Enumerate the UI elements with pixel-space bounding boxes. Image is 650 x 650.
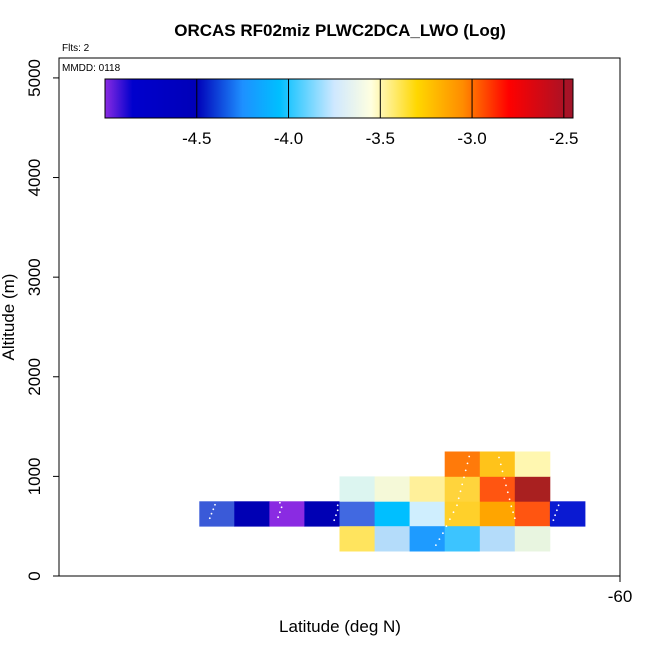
track-point	[336, 504, 339, 507]
y-tick-label: 2000	[25, 358, 44, 396]
track-point	[508, 498, 511, 501]
heatmap-cell	[514, 476, 551, 502]
heatmap-cell	[514, 451, 551, 477]
heatmap-cell	[479, 451, 516, 477]
chart-title: ORCAS RF02miz PLWC2DCA_LWO (Log)	[174, 21, 506, 40]
y-axis: 0 1000 2000 3000 4000 5000	[25, 59, 59, 581]
x-axis-label: Latitude (deg N)	[279, 617, 401, 636]
track-point	[438, 538, 441, 540]
y-tick-label: 4000	[25, 159, 44, 197]
colorbar: -4.5 -4.0 -3.5 -3.0 -2.5	[104, 78, 578, 148]
track-point	[466, 462, 469, 465]
track-point	[449, 518, 451, 521]
track-point	[280, 506, 283, 509]
heatmap-cell	[479, 526, 516, 552]
track-point	[435, 544, 437, 546]
y-tick-label: 3000	[25, 258, 44, 296]
track-point	[501, 470, 504, 473]
track-point	[557, 504, 560, 507]
track-point	[457, 497, 460, 500]
track-point	[214, 503, 216, 506]
heatmap-cell	[444, 501, 481, 527]
track-point	[210, 512, 213, 515]
flights-annotation: Flts: 2	[62, 43, 90, 54]
y-tick-label: 5000	[25, 59, 44, 97]
track-point	[459, 490, 462, 493]
colorbar-tick-label: -4.0	[274, 129, 303, 148]
track-point	[442, 532, 444, 535]
track-point	[212, 508, 215, 511]
track-point	[506, 491, 509, 494]
y-tick-label: 1000	[25, 457, 44, 495]
track-point	[513, 517, 516, 520]
x-tick-label: -60	[608, 587, 633, 606]
colorbar-tick-label: -3.0	[457, 129, 486, 148]
track-point	[456, 504, 458, 507]
heatmap-cell	[234, 501, 270, 527]
heatmap-cell	[199, 501, 235, 527]
colorbar-gradient	[104, 78, 574, 119]
track-point	[556, 509, 558, 512]
track-point	[510, 505, 513, 508]
track-point	[503, 477, 506, 480]
track-point	[279, 501, 281, 504]
heatmap-cell	[444, 476, 481, 502]
heatmap-cell	[514, 501, 551, 527]
heatmap-cell	[409, 476, 446, 502]
colorbar-tick-label: -4.5	[182, 129, 211, 148]
date-annotation: MMDD: 0118	[62, 63, 121, 74]
heatmap-cell	[479, 476, 516, 502]
track-point	[208, 517, 211, 520]
heatmap-cell	[374, 476, 411, 502]
x-axis: -60	[608, 576, 633, 606]
heatmap-cell	[304, 501, 340, 527]
track-point	[452, 511, 455, 514]
track-point	[333, 519, 336, 522]
heatmap-cell	[409, 501, 446, 527]
track-point	[468, 455, 471, 458]
heatmap-cell	[339, 501, 375, 527]
track-point	[470, 449, 472, 452]
track-point	[498, 456, 500, 459]
track-point	[277, 516, 279, 519]
colorbar-tick-label: -3.5	[366, 129, 395, 148]
heatmap-cell	[479, 501, 516, 527]
y-axis-label: Altitude (m)	[0, 274, 18, 361]
track-point	[463, 476, 465, 479]
colorbar-tick-label: -2.5	[549, 129, 578, 148]
track-point	[505, 484, 507, 487]
heatmap-cell	[444, 451, 481, 477]
track-point	[499, 463, 502, 466]
track-point	[461, 483, 464, 486]
heatmap-cell	[444, 526, 481, 552]
colorbar-ticks: -4.5 -4.0 -3.5 -3.0 -2.5	[182, 79, 578, 148]
track-point	[552, 519, 555, 522]
track-point	[445, 525, 448, 528]
track-point	[279, 511, 281, 514]
heatmap-cell	[549, 501, 586, 527]
track-point	[464, 469, 467, 472]
track-point	[496, 449, 499, 452]
heatmap-cell	[514, 526, 551, 552]
heatmap-cells	[199, 451, 586, 552]
heatmap-cell	[339, 476, 375, 502]
y-tick-label: 0	[25, 571, 44, 580]
heatmap-cell	[374, 501, 411, 527]
track-point	[512, 511, 514, 514]
heatmap-cell	[339, 526, 375, 552]
heatmap-cell	[374, 526, 411, 552]
track-point	[335, 514, 337, 517]
track-point	[554, 514, 556, 517]
flight-track	[208, 449, 560, 546]
track-point	[336, 509, 339, 512]
heatmap-cell	[269, 501, 305, 527]
plot-frame	[58, 57, 621, 577]
